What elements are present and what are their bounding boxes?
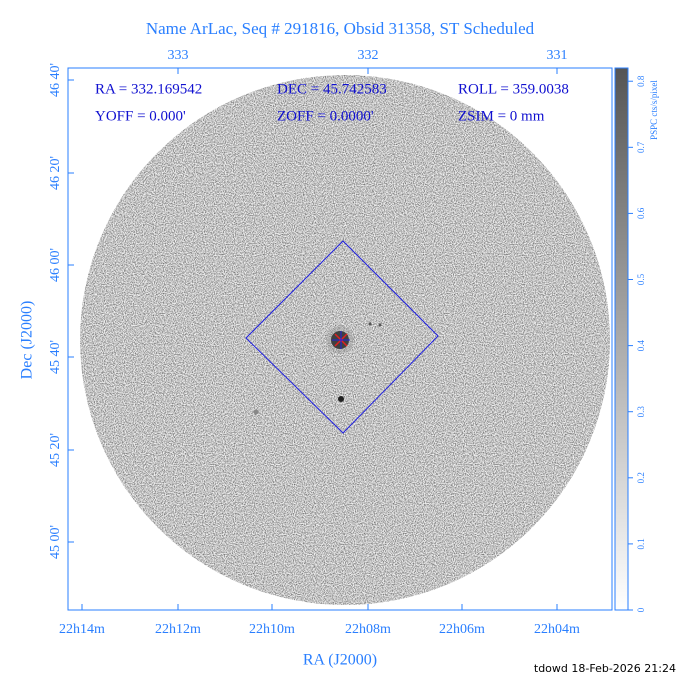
frame (67, 67, 613, 611)
colorbar-tick-label: 0.4 (636, 339, 646, 351)
overlay-text: DEC = 45.742583 (277, 81, 387, 97)
colorbar-tick-label: 0.3 (636, 406, 646, 418)
overlay-text: ZOFF = 0.0000' (277, 108, 374, 124)
top-tick-label: 331 (547, 48, 568, 63)
bottom-tick-label: 22h10m (249, 622, 295, 637)
bottom-tick-label: 22h14m (59, 622, 105, 637)
colorbar-tick-label: 0.6 (636, 207, 646, 219)
colorbar-tick-label: 0.1 (636, 538, 646, 549)
bottom-tick-label: 22h08m (345, 622, 391, 637)
x-axis-title: RA (J2000) (303, 652, 377, 669)
y-axis-title: Dec (J2000) (19, 301, 36, 380)
left-tick-label: 45 40' (48, 340, 63, 374)
overlay-text: ZSIM = 0 mm (458, 108, 545, 124)
bottom-tick-label: 22h06m (439, 622, 485, 637)
left-tick-label: 46 20' (48, 156, 63, 190)
colorbar-tick-label: 0 (636, 607, 646, 612)
left-tick-label: 46 40' (48, 63, 63, 97)
overlay-text: RA = 332.169542 (95, 81, 202, 97)
overlay-text: YOFF = 0.000' (95, 108, 186, 124)
overlay-text: ROLL = 359.0038 (458, 81, 569, 97)
left-tick-label: 45 20' (48, 433, 63, 467)
image (80, 75, 610, 605)
footer: tdowd 18-Feb-2026 21:24 (534, 662, 676, 675)
left-tick-label: 45 00' (48, 525, 63, 559)
title: Name ArLac, Seq # 291816, Obsid 31358, S… (146, 19, 535, 38)
colorbar (614, 67, 629, 611)
colorbar-tick-label: 0.8 (636, 75, 646, 87)
colorbar-tick-label: 0.2 (636, 472, 646, 483)
colorbar-tick-label: 0.7 (636, 141, 646, 153)
bottom-tick-label: 22h04m (534, 622, 580, 637)
colorbar-tick-label: 0.5 (636, 273, 646, 285)
top-tick-label: 333 (168, 48, 189, 63)
left-tick-label: 46 00' (48, 248, 63, 282)
bottom-tick-label: 22h12m (155, 622, 201, 637)
top-tick-label: 332 (358, 48, 379, 63)
colorbar-label: PSPC cts/s/pixel (649, 80, 659, 140)
axes: 333 332 331 22h14m 22h12m 22h10m 22h08m 22h06m 2… (48, 48, 646, 637)
